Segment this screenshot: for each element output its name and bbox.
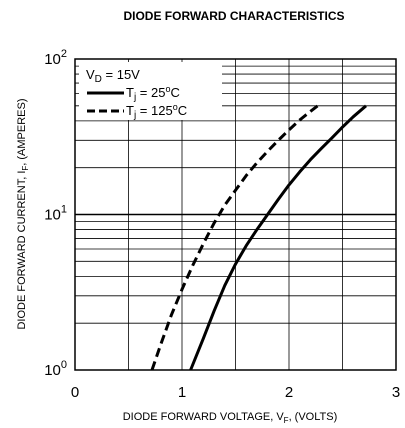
x-tick-label: 3 <box>392 384 400 401</box>
plot-frame <box>74 58 397 371</box>
grid <box>75 59 396 370</box>
y-tick-label: 102 <box>44 48 67 68</box>
x-tick-label: 0 <box>71 384 79 401</box>
y-axis-label: DIODE FORWARD CURRENT, IF, (AMPERES) <box>16 98 30 329</box>
legend-label-25c: Tj = 25oC <box>126 84 180 103</box>
legend: VD = 15V Tj = 25oC Tj = 125oC <box>79 62 222 121</box>
y-tick-label: 100 <box>44 359 67 379</box>
series-layer <box>150 102 367 371</box>
x-axis-label: DIODE FORWARD VOLTAGE, VF, (VOLTS) <box>123 411 338 425</box>
y-tick-labels: 100 101 102 <box>44 48 67 379</box>
legend-label-125c: Tj = 125oC <box>126 102 187 121</box>
y-tick-label: 101 <box>44 204 67 224</box>
vd-annotation: VD = 15V <box>86 67 140 85</box>
series-line-25c <box>189 104 367 371</box>
x-tick-label: 2 <box>285 384 293 401</box>
x-tick-labels: 0 1 2 3 <box>71 384 400 401</box>
chart-title: DIODE FORWARD CHARACTERISTICS <box>123 9 344 23</box>
x-tick-label: 1 <box>178 384 186 401</box>
series-line-125c <box>150 102 323 371</box>
